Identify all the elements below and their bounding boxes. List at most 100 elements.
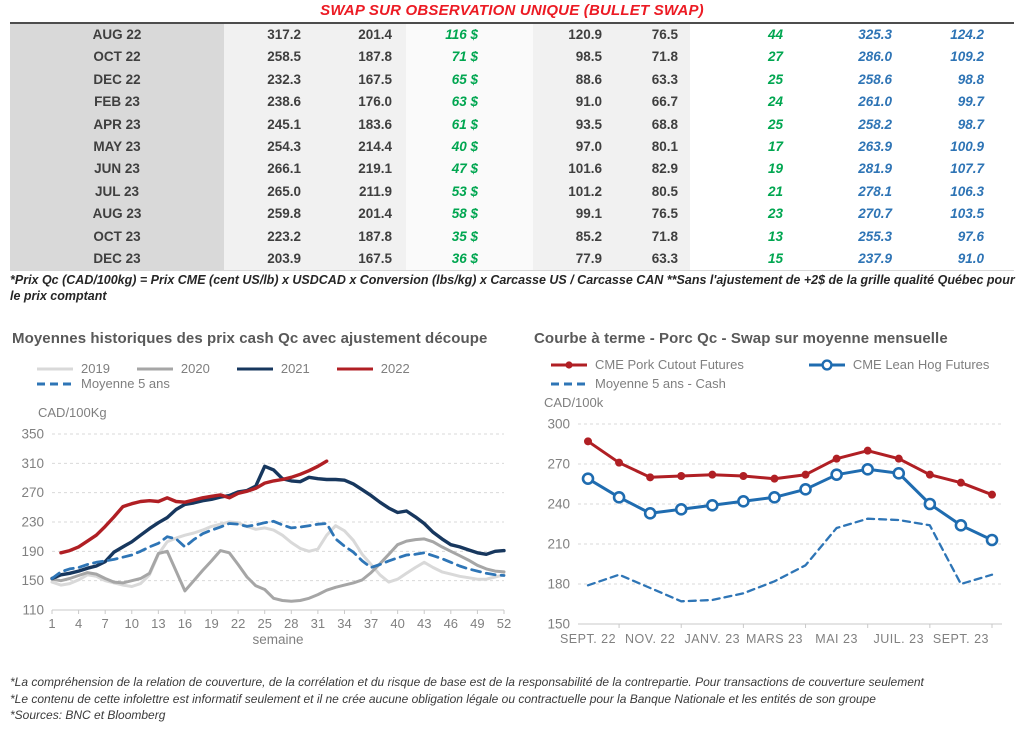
sources-line: *Sources: BNC et Bloomberg xyxy=(10,708,166,723)
forward-curve-chart-block: Courbe à terme - Porc Qc - Swap sur moye… xyxy=(534,330,1016,665)
legend-item: 2020 xyxy=(136,361,210,376)
value-cell: 80.5 xyxy=(610,180,690,204)
value-cell: 15 xyxy=(767,250,783,266)
value-cell: 19 xyxy=(767,161,783,177)
y-axis-unit-left: CAD/100Kg xyxy=(38,405,107,420)
value-cell: 107.7 xyxy=(950,161,984,177)
svg-text:31: 31 xyxy=(311,616,325,631)
value-cell: 61 $ xyxy=(406,113,533,136)
legend-line-sample-icon xyxy=(37,367,73,370)
svg-text:28: 28 xyxy=(284,616,298,631)
svg-text:150: 150 xyxy=(21,573,44,588)
legend-item: Moyenne 5 ans - Cash xyxy=(550,376,726,391)
svg-text:10: 10 xyxy=(125,616,139,631)
legend-line-sample-icon xyxy=(236,367,273,370)
value-cell: 13 xyxy=(767,228,783,244)
legend-item: CME Lean Hog Futures xyxy=(808,357,989,372)
table-row: DEC 22 232.3 167.5 65 $88.6 63.3 25 258.6 98.8 xyxy=(10,68,1014,92)
svg-text:40: 40 xyxy=(390,616,404,631)
value-cell: 101.2 xyxy=(533,180,610,204)
disclaimer-notes: *La compréhension de la relation de couv… xyxy=(10,674,1016,724)
value-cell: 201.4 xyxy=(315,203,406,226)
value-cell: 85.2 xyxy=(533,225,610,248)
svg-text:310: 310 xyxy=(21,456,44,471)
svg-text:JUIL. 23: JUIL. 23 xyxy=(873,632,924,646)
svg-text:MARS 23: MARS 23 xyxy=(746,632,803,646)
svg-text:190: 190 xyxy=(21,544,44,559)
svg-text:19: 19 xyxy=(204,616,218,631)
value-cell: 167.5 xyxy=(315,247,406,271)
month-cell: AUG 23 xyxy=(10,203,224,226)
value-cell: 266.1 xyxy=(224,158,315,181)
value-cell: 263.9 xyxy=(858,138,892,154)
month-cell: MAY 23 xyxy=(10,135,224,159)
table-row: AUG 22 317.2 201.4 116 $120.9 76.5 44 325.3 124… xyxy=(10,24,1014,47)
legend-label: CME Pork Cutout Futures xyxy=(595,357,744,372)
value-cell: 214.4 xyxy=(315,135,406,159)
svg-text:4: 4 xyxy=(75,616,82,631)
chart-title-right: Courbe à terme - Porc Qc - Swap sur moye… xyxy=(534,330,948,347)
svg-text:240: 240 xyxy=(547,497,570,512)
svg-text:110: 110 xyxy=(22,603,44,618)
value-cell: 167.5 xyxy=(315,68,406,92)
value-cell: 91.0 xyxy=(957,250,984,266)
value-cell: 27 xyxy=(767,49,783,65)
legend-label: Moyenne 5 ans - Cash xyxy=(595,376,726,391)
svg-text:22: 22 xyxy=(231,616,245,631)
value-cell: 258.6 xyxy=(858,71,892,87)
value-cell: 281.9 xyxy=(858,161,892,177)
svg-text:46: 46 xyxy=(444,616,458,631)
svg-text:43: 43 xyxy=(417,616,431,631)
value-cell: 99.1 xyxy=(533,203,610,226)
page-title: SWAP SUR OBSERVATION UNIQUE (BULLET SWAP… xyxy=(320,2,704,19)
legend-item: Moyenne 5 ans xyxy=(36,376,170,391)
disclaimer-line: *Le contenu de cette infolettre est info… xyxy=(10,691,876,706)
value-cell: 237.9 xyxy=(858,250,892,266)
value-cell: 25 xyxy=(767,116,783,132)
value-cell: 124.2 xyxy=(950,27,984,42)
svg-text:49: 49 xyxy=(470,616,484,631)
value-cell: 35 $ xyxy=(406,225,533,248)
value-cell: 82.9 xyxy=(610,158,690,181)
legend-item: CME Pork Cutout Futures xyxy=(550,357,744,372)
value-cell: 44 xyxy=(767,27,783,42)
value-cell: 23 xyxy=(767,206,783,222)
value-cell: 36 $ xyxy=(406,247,533,271)
value-cell: 187.8 xyxy=(315,225,406,248)
svg-text:210: 210 xyxy=(547,537,570,552)
svg-text:NOV. 22: NOV. 22 xyxy=(625,632,675,646)
value-cell: 211.9 xyxy=(315,180,406,204)
value-cell: 183.6 xyxy=(315,113,406,136)
month-cell: OCT 22 xyxy=(10,46,224,69)
svg-text:SEPT. 22: SEPT. 22 xyxy=(560,632,616,646)
value-cell: 286.0 xyxy=(858,49,892,65)
value-cell: 25 xyxy=(767,71,783,87)
chart-title-left: Moyennes historiques des prix cash Qc av… xyxy=(12,330,488,347)
value-cell: 270.7 xyxy=(858,206,892,222)
table-row: JUN 23 266.1 219.1 47 $101.6 82.9 19 281.9 107.… xyxy=(10,158,1014,181)
value-cell: 58 $ xyxy=(406,203,533,226)
value-cell: 317.2 xyxy=(224,24,315,47)
svg-text:25: 25 xyxy=(257,616,271,631)
value-cell: 187.8 xyxy=(315,46,406,69)
value-cell: 103.5 xyxy=(950,206,984,222)
value-cell: 63.3 xyxy=(610,68,690,92)
swap-table: AUG 22 317.2 201.4 116 $120.9 76.5 44 325.3 124… xyxy=(10,22,1014,272)
value-cell: 80.1 xyxy=(610,135,690,159)
value-cell: 223.2 xyxy=(224,225,315,248)
value-cell: 53 $ xyxy=(406,180,533,204)
svg-text:SEPT. 23: SEPT. 23 xyxy=(933,632,989,646)
value-cell: 71.8 xyxy=(610,46,690,69)
svg-text:230: 230 xyxy=(21,515,44,530)
month-cell: AUG 22 xyxy=(10,24,224,47)
legend-label: 2020 xyxy=(180,361,210,376)
table-row: DEC 23 203.9 167.5 36 $77.9 63.3 15 237.9 91.0 xyxy=(10,247,1014,271)
legend-label: 2019 xyxy=(81,361,110,376)
value-cell: 116 $ xyxy=(406,24,533,47)
value-cell: 258.5 xyxy=(224,46,315,69)
value-cell: 47 $ xyxy=(406,158,533,181)
value-cell: 24 xyxy=(767,94,783,110)
value-cell: 176.0 xyxy=(315,91,406,114)
